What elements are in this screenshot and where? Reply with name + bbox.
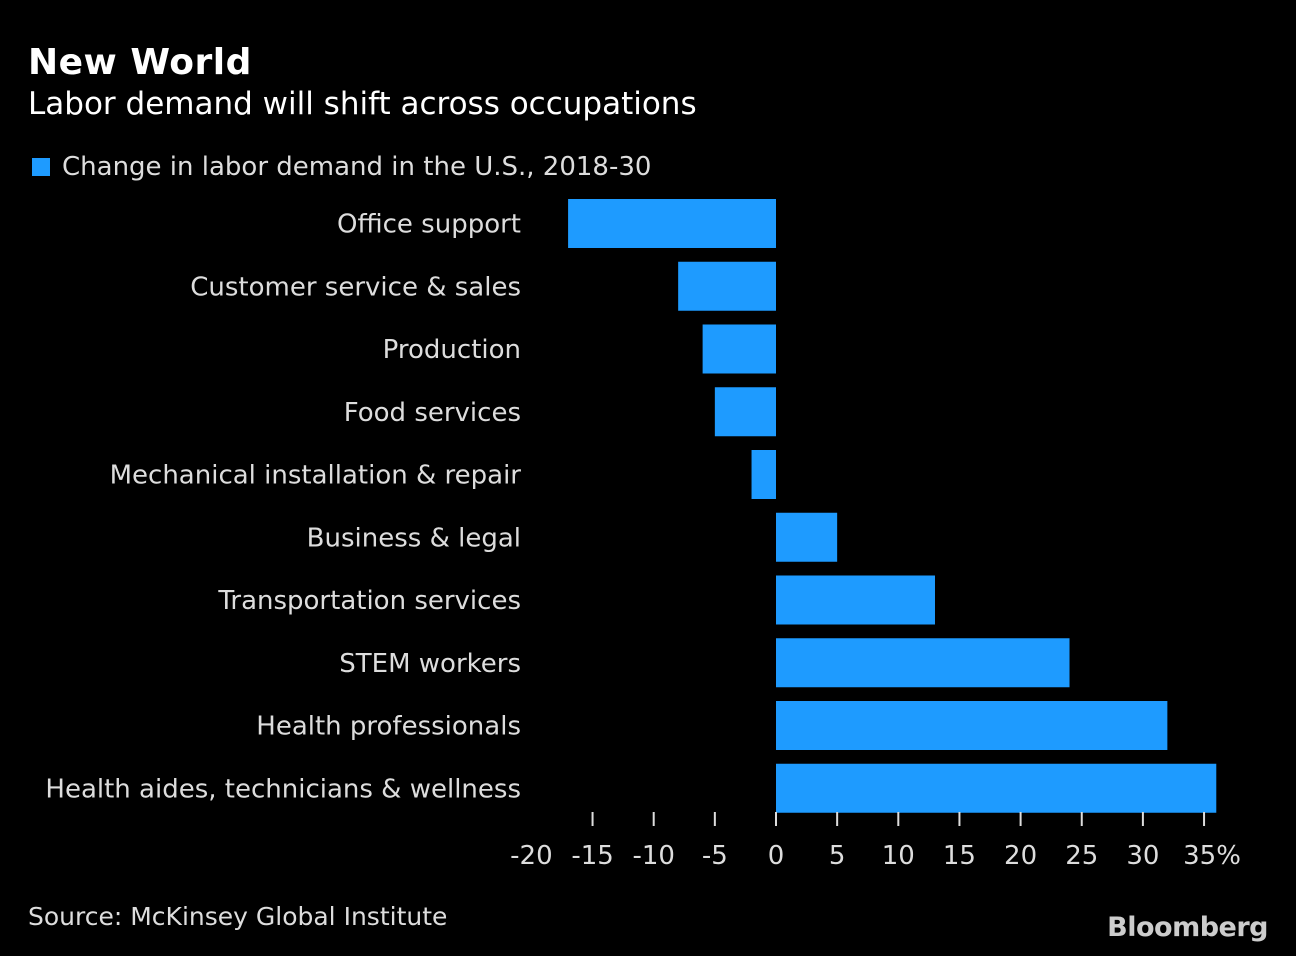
- category-label: Office support: [337, 210, 521, 240]
- x-tick-label: 5: [829, 841, 846, 871]
- category-label: Mechanical installation & repair: [110, 461, 522, 491]
- x-tick-label: -15: [571, 841, 613, 871]
- bar-2: [702, 324, 776, 374]
- x-tick-label: 15: [943, 841, 976, 871]
- x-tick-label: 35%: [1183, 841, 1241, 871]
- chart-subtitle: Labor demand will shift across occupatio…: [28, 86, 697, 122]
- legend-label: Change in labor demand in the U.S., 2018…: [62, 152, 652, 182]
- bar-3: [714, 387, 776, 437]
- category-label: STEM workers: [339, 649, 521, 679]
- legend-swatch: [32, 158, 50, 176]
- bar-5: [776, 512, 838, 562]
- bar-7: [776, 638, 1070, 688]
- x-tick-label: -10: [632, 841, 674, 871]
- source-note: Source: McKinsey Global Institute: [28, 902, 448, 931]
- x-tick-label: 20: [1004, 841, 1037, 871]
- x-tick-label: 0: [768, 841, 785, 871]
- category-label: Food services: [344, 398, 521, 428]
- category-label: Health aides, technicians & wellness: [45, 774, 521, 804]
- x-tick-label: 25: [1065, 841, 1098, 871]
- bar-4: [751, 450, 776, 499]
- x-tick-label: -20: [510, 841, 552, 871]
- bar-8: [776, 701, 1168, 750]
- chart-title: New World: [28, 42, 252, 83]
- bar-9: [776, 763, 1217, 813]
- category-label: Customer service & sales: [190, 272, 521, 302]
- category-label: Health professionals: [256, 712, 521, 742]
- category-label: Transportation services: [217, 586, 521, 616]
- x-tick-label: 10: [882, 841, 915, 871]
- x-tick-label: 30: [1126, 841, 1159, 871]
- legend: Change in labor demand in the U.S., 2018…: [32, 152, 651, 182]
- category-label: Business & legal: [307, 523, 521, 553]
- bar-1: [678, 261, 776, 311]
- bloomberg-logo: Bloomberg: [1107, 912, 1268, 943]
- category-label: Production: [383, 335, 521, 365]
- bar-0: [568, 199, 776, 248]
- x-tick-label: -5: [702, 841, 728, 871]
- bar-6: [776, 575, 935, 625]
